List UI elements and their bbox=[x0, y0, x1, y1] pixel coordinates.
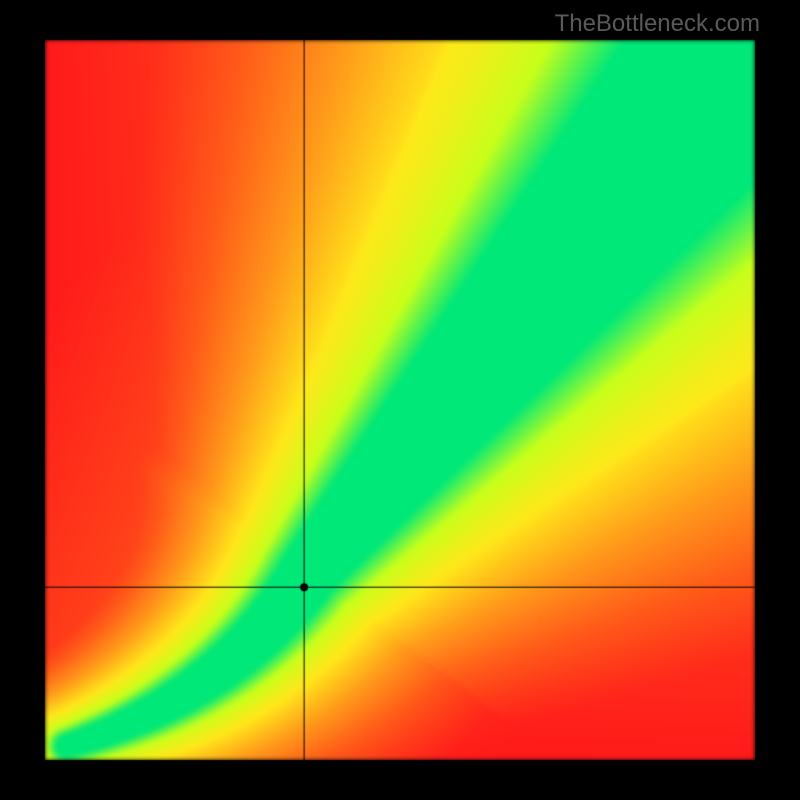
bottleneck-heatmap bbox=[0, 0, 800, 800]
chart-container: { "type": "heatmap", "canvas": { "width"… bbox=[0, 0, 800, 800]
watermark-text: TheBottleneck.com bbox=[555, 10, 760, 38]
